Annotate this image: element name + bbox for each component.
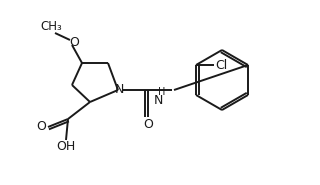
Text: O: O [143,117,153,130]
Text: O: O [69,36,79,48]
Text: CH₃: CH₃ [40,19,62,33]
Text: N: N [114,83,124,95]
Text: H: H [158,87,166,97]
Text: N: N [153,93,163,107]
Text: Cl: Cl [215,58,227,71]
Text: O: O [36,120,46,132]
Text: OH: OH [56,140,76,154]
